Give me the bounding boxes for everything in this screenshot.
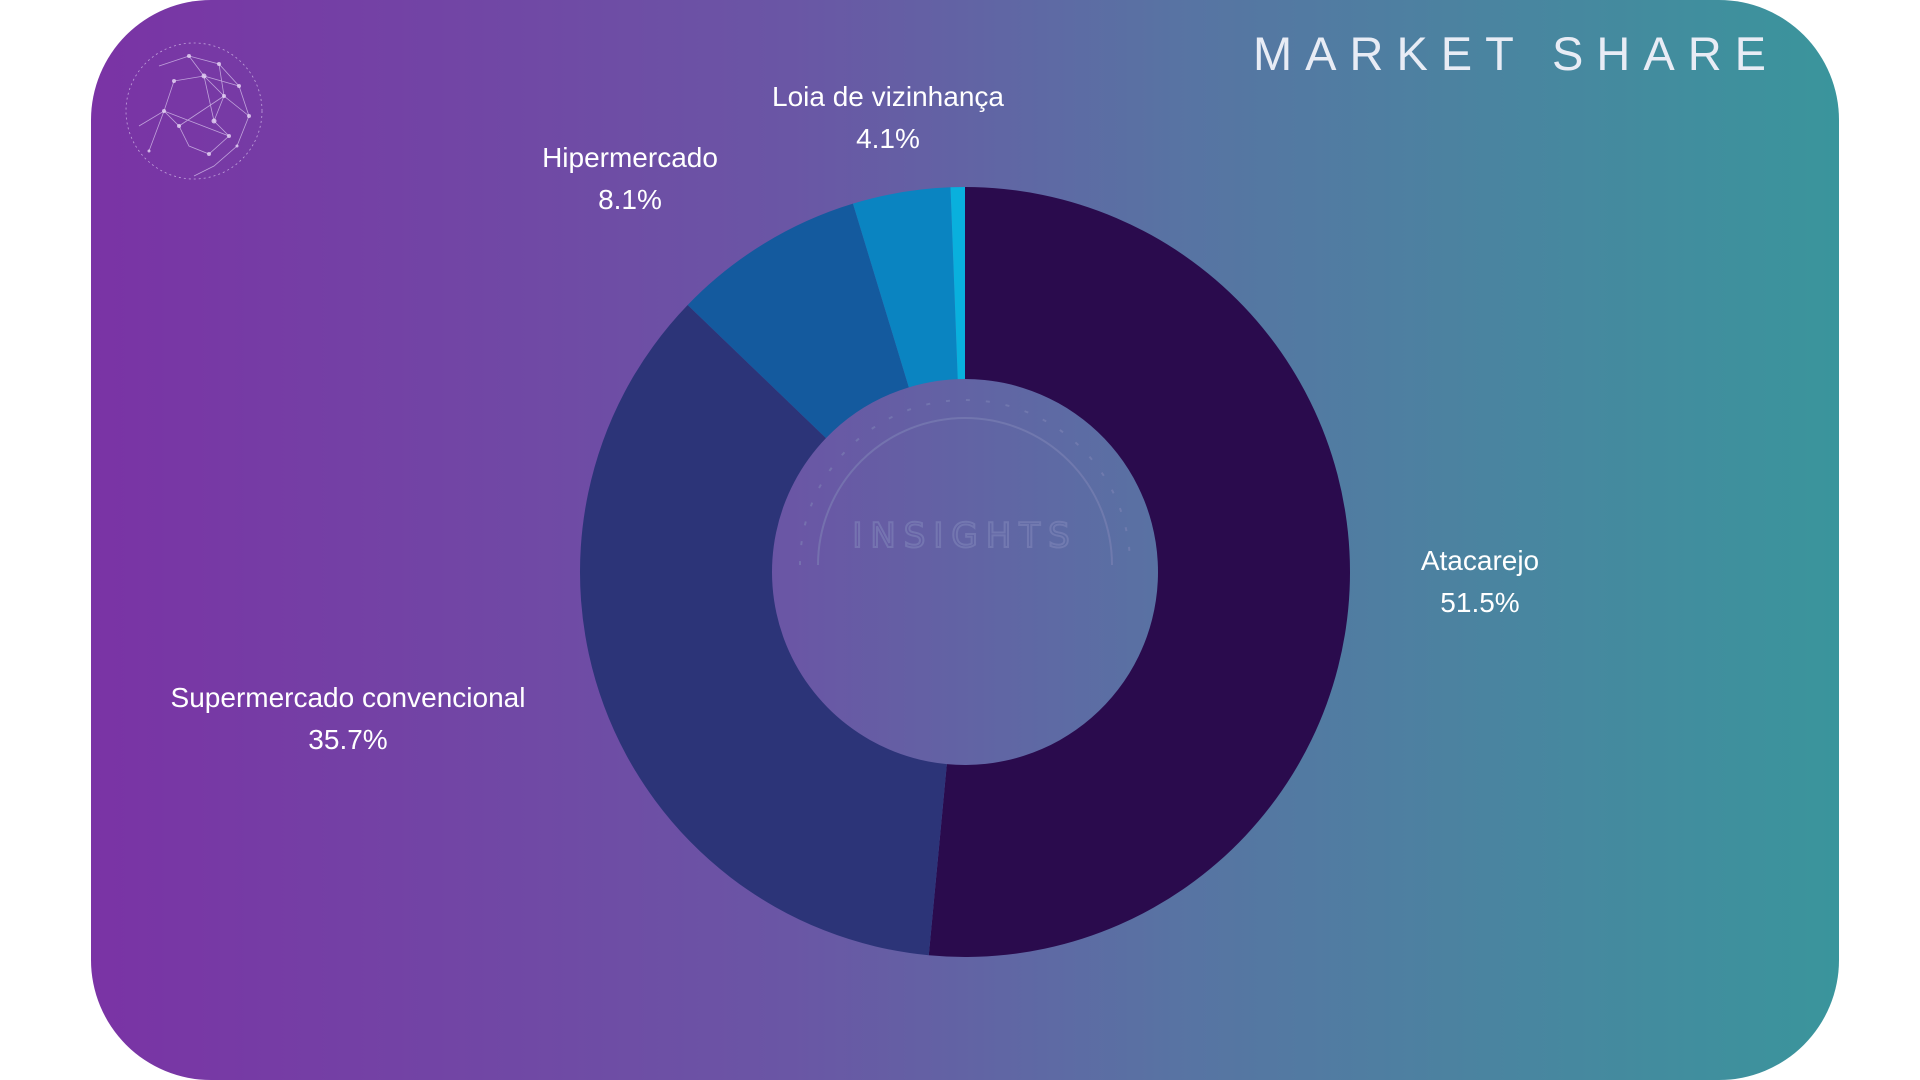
slice-category-label: Supermercado convencional xyxy=(171,682,526,713)
slice-category-label: Loia de vizinhança xyxy=(772,81,1004,112)
donut-slice-3 xyxy=(687,203,909,439)
center-watermark: INSIGHTS xyxy=(799,399,1131,566)
donut-slice-1 xyxy=(928,187,1350,957)
donut-slice-4 xyxy=(852,187,958,388)
watermark-text: INSIGHTS xyxy=(852,516,1077,556)
donut-slice-5 xyxy=(950,187,965,380)
slice-labels: Atacarejo 51.5% Supermercado convencional 3… xyxy=(171,81,1540,755)
slice-category-label: Hipermercado xyxy=(542,142,718,173)
donut-slices xyxy=(580,187,1350,957)
slice-value-label: 51.5% xyxy=(1440,587,1519,618)
slice-value-label: 4.1% xyxy=(856,123,920,154)
globe-logo-icon xyxy=(125,42,263,180)
donut-slice-2 xyxy=(580,304,947,956)
chart-title: MARKET SHARE xyxy=(1253,27,1779,80)
slice-category-label: Atacarejo xyxy=(1421,545,1539,576)
slice-value-label: 35.7% xyxy=(308,724,387,755)
slice-value-label: 8.1% xyxy=(598,184,662,215)
